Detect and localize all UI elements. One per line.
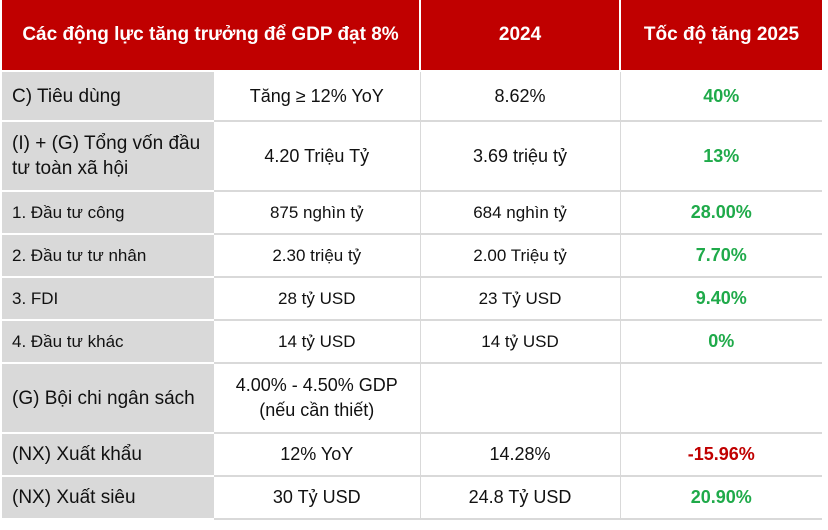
table-row: 4. Đầu tư khác 14 tỷ USD 14 tỷ USD 0% [2,320,823,364]
target-cell: 875 nghìn tỷ [214,191,421,235]
table-header-row: Các động lực tăng trưởng để GDP đạt 8% 2… [2,0,823,72]
growth-rate-cell: 7.70% [620,234,823,278]
growth-rate-cell [620,363,823,434]
growth-rate-cell: 13% [620,121,823,192]
growth-rate-cell: -15.96% [620,433,823,477]
row-label: (G) Bội chi ngân sách [2,363,214,434]
target-cell: 12% YoY [214,433,421,477]
growth-rate-cell: 9.40% [620,277,823,321]
value-2024-cell: 684 nghìn tỷ [420,191,621,235]
row-label: (NX) Xuất siêu [2,476,214,520]
row-label: (NX) Xuất khẩu [2,433,214,477]
table-row: (NX) Xuất khẩu 12% YoY 14.28% -15.96% [2,433,823,477]
value-2024-cell: 3.69 triệu tỷ [420,121,621,192]
growth-drivers-table: Các động lực tăng trưởng để GDP đạt 8% 2… [2,0,823,520]
target-cell: 2.30 triệu tỷ [214,234,421,278]
table-row: 2. Đầu tư tư nhân 2.30 triệu tỷ 2.00 Tri… [2,234,823,278]
value-2024-cell: 8.62% [420,71,621,122]
value-2024-cell [420,363,621,434]
table-row: (I) + (G) Tổng vốn đầu tư toàn xã hội 4.… [2,121,823,192]
table-row: (G) Bội chi ngân sách 4.00% - 4.50% GDP … [2,363,823,434]
row-label: 4. Đầu tư khác [2,320,214,364]
header-growth-rate-2025: Tốc độ tăng 2025 [620,0,823,72]
value-2024-cell: 14 tỷ USD [420,320,621,364]
target-cell: Tăng ≥ 12% YoY [214,71,421,122]
target-cell: 28 tỷ USD [214,277,421,321]
target-cell: 4.20 Triệu Tỷ [214,121,421,192]
row-label: (I) + (G) Tổng vốn đầu tư toàn xã hội [2,121,214,192]
growth-rate-cell: 40% [620,71,823,122]
table-row: (NX) Xuất siêu 30 Tỷ USD 24.8 Tỷ USD 20.… [2,476,823,520]
row-label: 3. FDI [2,277,214,321]
value-2024-cell: 23 Tỷ USD [420,277,621,321]
row-label: 2. Đầu tư tư nhân [2,234,214,278]
header-2024: 2024 [420,0,622,72]
header-growth-drivers: Các động lực tăng trưởng để GDP đạt 8% [2,0,422,72]
target-cell: 14 tỷ USD [214,320,421,364]
growth-rate-cell: 28.00% [620,191,823,235]
growth-rate-cell: 20.90% [620,476,823,520]
value-2024-cell: 14.28% [420,433,621,477]
value-2024-cell: 2.00 Triệu tỷ [420,234,621,278]
table-row: 3. FDI 28 tỷ USD 23 Tỷ USD 9.40% [2,277,823,321]
row-label: C) Tiêu dùng [2,71,214,122]
target-cell: 4.00% - 4.50% GDP (nếu cần thiết) [214,363,421,434]
value-2024-cell: 24.8 Tỷ USD [420,476,621,520]
table-row: 1. Đầu tư công 875 nghìn tỷ 684 nghìn tỷ… [2,191,823,235]
growth-rate-cell: 0% [620,320,823,364]
row-label: 1. Đầu tư công [2,191,214,235]
target-cell: 30 Tỷ USD [214,476,421,520]
table-row: C) Tiêu dùng Tăng ≥ 12% YoY 8.62% 40% [2,71,823,122]
